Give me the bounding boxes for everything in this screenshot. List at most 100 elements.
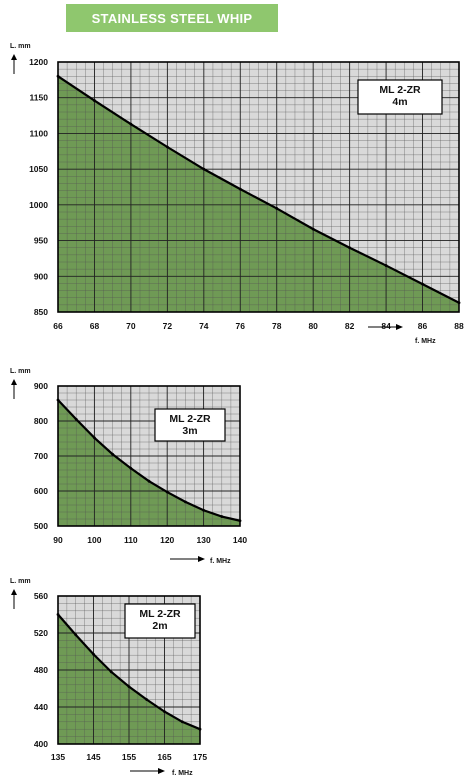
x-tick-label: 155: [122, 752, 136, 762]
x-axis-label: f. MHz: [210, 558, 231, 565]
plot-frame: [57, 385, 241, 527]
data-point: [109, 670, 113, 674]
x-tick-label: 100: [87, 535, 101, 545]
x-tick-label: 165: [157, 752, 171, 762]
x-axis-label: f. MHz: [415, 338, 436, 345]
x-tick-label: 110: [124, 535, 138, 545]
y-axis-label: L. mm: [10, 368, 31, 375]
chart-4m: 850 900 950 1000 1050 1100 1150 1200 66 68 70 72 74 7…: [10, 43, 464, 345]
data-point: [74, 417, 78, 421]
x-tick-label: 135: [51, 752, 65, 762]
y-tick-label: 1000: [29, 200, 48, 210]
model-label-box: [154, 408, 226, 442]
data-point: [93, 436, 96, 440]
chart-2m: 400 440 480 520 560 135 145 155 165 175 L. mm f. MH…: [10, 578, 207, 777]
series-line: [57, 75, 460, 304]
x-tick-label: 68: [90, 321, 100, 331]
model-label-text: 2m: [152, 620, 167, 632]
data-point: [220, 515, 224, 518]
y-tick-label: 520: [34, 628, 48, 638]
model-label-box: [357, 79, 443, 115]
data-point: [56, 74, 60, 78]
model-label-text: ML 2-ZR: [379, 84, 421, 96]
data-point: [92, 652, 95, 656]
y-tick-label: 500: [34, 521, 48, 531]
y-tick-label: 700: [34, 451, 48, 461]
data-point: [56, 613, 60, 616]
y-tick-label: 560: [34, 591, 48, 601]
model-label-text: ML 2-ZR: [139, 608, 181, 620]
data-point: [384, 264, 388, 267]
y-tick-label: 900: [34, 381, 48, 391]
data-point: [129, 466, 133, 470]
y-axis-arrow-head: [11, 589, 17, 595]
x-tick-label: 78: [272, 321, 282, 331]
x-tick-label: 130: [197, 535, 211, 545]
y-tick-label: 1150: [30, 93, 49, 103]
x-tick-label: 70: [126, 321, 136, 331]
model-label-text: ML 2-ZR: [169, 413, 211, 425]
x-tick-label: 140: [233, 535, 247, 545]
grid: [57, 385, 241, 527]
data-point: [421, 282, 424, 286]
x-tick-label: 86: [418, 321, 428, 331]
data-point: [145, 698, 149, 701]
data-point: [129, 122, 133, 126]
y-tick-label: 400: [34, 739, 48, 749]
x-axis-arrow-head: [198, 556, 205, 562]
data-point: [202, 167, 206, 171]
x-tick-label: 80: [308, 321, 318, 331]
data-point: [127, 685, 131, 689]
y-tick-label: 950: [34, 236, 48, 246]
x-tick-label: 175: [193, 752, 207, 762]
y-tick-label: 1050: [29, 164, 48, 174]
data-point: [180, 720, 184, 724]
y-tick-label: 600: [34, 486, 48, 496]
chart-3m: 500 600 700 800 900 90 100 110 120 130 140 L. mm f. …: [10, 368, 247, 565]
y-tick-label: 850: [34, 307, 48, 317]
x-tick-label: 66: [53, 321, 63, 331]
data-point: [198, 727, 202, 731]
x-tick-label: 88: [454, 321, 464, 331]
data-point: [348, 246, 352, 250]
data-point: [74, 633, 78, 637]
header-title: STAINLESS STEEL WHIP: [66, 4, 278, 32]
x-tick-label: 84: [381, 321, 391, 331]
y-tick-label: 1100: [30, 128, 49, 138]
x-axis-arrow-head: [396, 324, 403, 330]
x-axis-label: f. MHz: [172, 770, 193, 777]
data-point: [238, 519, 242, 523]
data-point: [202, 508, 206, 512]
x-tick-label: 74: [199, 321, 209, 331]
plot-frame: [57, 595, 201, 745]
data-point: [311, 227, 315, 231]
y-tick-label: 1200: [29, 57, 48, 67]
data-point: [147, 479, 151, 483]
x-tick-label: 90: [53, 535, 63, 545]
data-point: [111, 452, 114, 456]
y-tick-label: 480: [34, 665, 48, 675]
y-axis-label: L. mm: [10, 43, 31, 50]
data-point: [165, 145, 169, 149]
x-tick-label: 82: [345, 321, 355, 331]
data-point: [238, 187, 242, 191]
data-point: [93, 99, 96, 102]
model-label-box: [124, 603, 196, 639]
model-label-text: 4m: [392, 96, 407, 108]
y-tick-label: 900: [34, 271, 48, 281]
x-axis-arrow-head: [158, 768, 165, 774]
model-label-text: 3m: [182, 425, 197, 437]
x-tick-label: 120: [160, 535, 174, 545]
y-tick-label: 440: [34, 702, 48, 712]
x-tick-label: 76: [236, 321, 246, 331]
data-point: [56, 398, 60, 402]
data-point: [163, 710, 166, 714]
data-point: [457, 301, 461, 305]
data-point: [275, 207, 279, 210]
y-axis-label: L. mm: [10, 578, 31, 585]
y-tick-label: 800: [34, 416, 48, 426]
x-tick-label: 72: [163, 321, 173, 331]
data-point: [165, 490, 169, 494]
plot-frame: [57, 61, 460, 313]
data-point: [184, 500, 187, 504]
